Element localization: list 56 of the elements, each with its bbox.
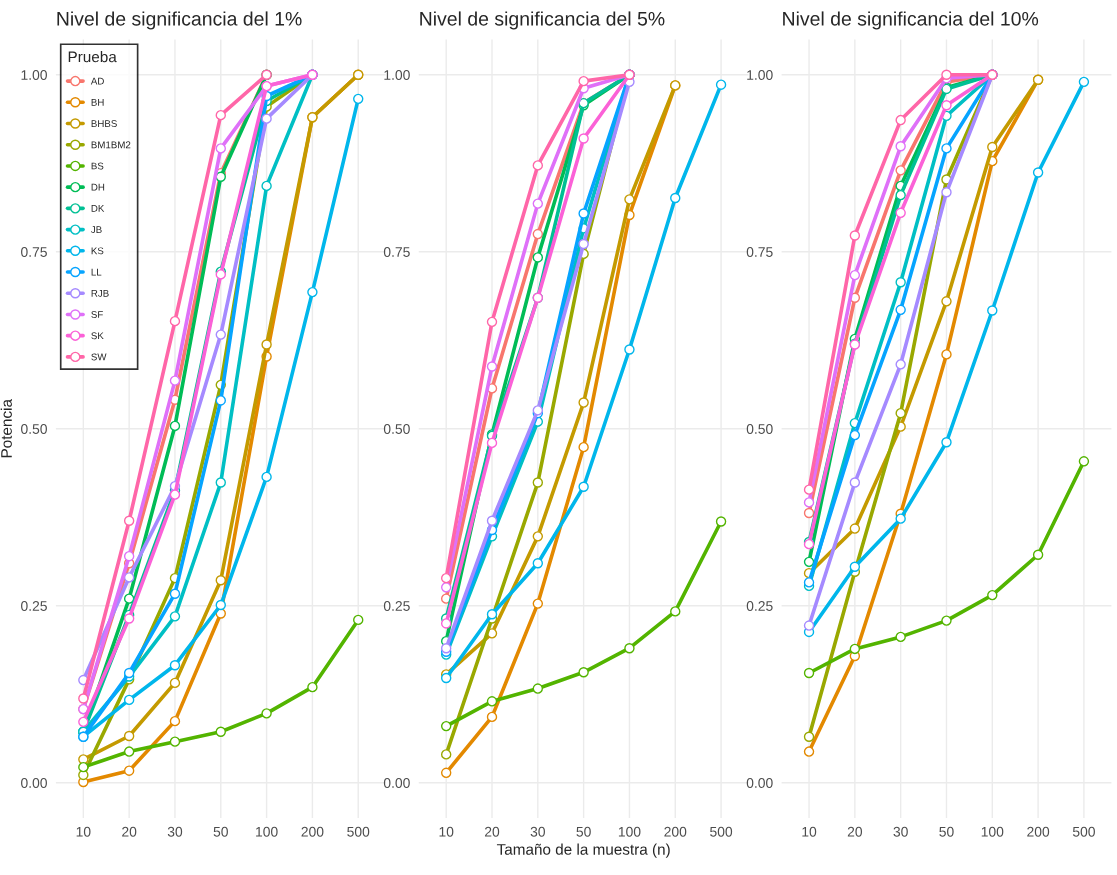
x-tick-label: 200 [664,826,687,837]
x-tick-label: 20 [847,826,863,837]
legend-label: BHBS [91,120,117,128]
y-tick-label: 0.25 [21,601,47,611]
x-axis-title: Tamaño de la muestra (n) [496,843,670,858]
legend-label: LL [91,268,102,276]
legend-label: SK [91,332,104,340]
x-tick-label: 100 [256,826,278,837]
y-tick-label: 0.25 [746,601,773,611]
legend-label: DK [91,205,105,212]
legend-label: SF [91,311,103,318]
legend-label: JB [91,226,102,234]
x-tick-label: 500 [347,826,370,837]
y-tick-label: 0.75 [383,247,410,257]
legend-label: BM1BM2 [91,141,131,149]
y-tick-label: 0.50 [383,424,410,434]
y-tick-label: 1.00 [747,70,773,80]
x-tick-label: 30 [893,826,908,837]
y-tick-label: 0.00 [383,778,410,788]
legend-label: BS [91,162,104,170]
x-tick-label: 200 [1027,826,1050,837]
legend-label: KS [91,247,104,255]
y-tick-label: 0.50 [746,424,773,434]
y-tick-label: 0.25 [383,601,410,611]
y-tick-label: 0.75 [21,247,47,257]
x-tick-label: 10 [802,826,817,837]
legend-label: BH [91,99,104,106]
y-tick-label: 0.75 [746,247,773,257]
x-tick-label: 30 [530,826,545,837]
legend-label: RJB [91,289,109,297]
chart-title: Nivel de significancia del 1% [57,11,302,30]
x-tick-label: 200 [301,826,324,837]
x-tick-label: 100 [981,826,1004,837]
y-tick-label: 1.00 [384,70,410,80]
x-tick-label: 500 [1072,826,1095,837]
y-tick-label: 0.00 [21,778,47,788]
legend-label: SW [91,353,107,361]
x-tick-label: 10 [439,826,454,837]
chart-title: Nivel de significancia del 10% [783,11,1039,30]
x-tick-label: 500 [710,826,733,837]
x-tick-label: 50 [939,826,954,837]
x-tick-label: 10 [76,826,91,837]
y-tick-label: 0.50 [21,424,47,434]
y-tick-label: 0.00 [746,778,773,788]
y-tick-label: 1.00 [21,70,47,80]
legend-label: DH [91,183,105,191]
x-tick-label: 20 [122,826,137,837]
legend-title: Prueba [68,51,117,63]
x-tick-label: 50 [576,826,591,837]
x-tick-label: 100 [618,826,641,837]
x-tick-label: 20 [484,826,500,837]
legend-label: AD [90,77,104,85]
x-tick-label: 50 [213,826,228,837]
x-tick-label: 30 [167,826,183,837]
chart-title: Nivel de significancia del 5% [420,11,665,30]
y-axis-title: Potencia [0,399,12,458]
